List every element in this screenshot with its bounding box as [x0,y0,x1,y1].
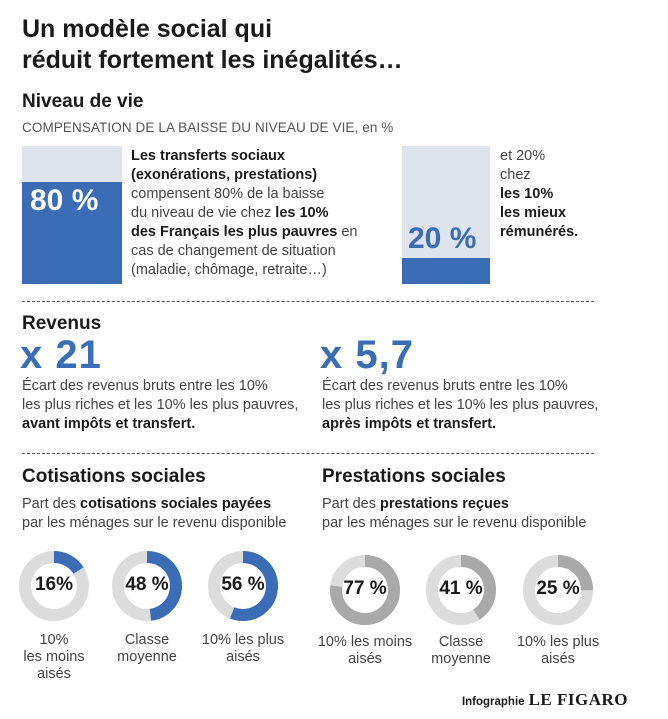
revenus-heading: Revenus [22,313,102,334]
niveau-right-line: chez [500,166,630,185]
prestations-sub-text: Part des [322,496,381,512]
niveau-left-text: compensent 80% de la baisse [131,186,325,202]
revenus-right-line: les plus riches et les 10% les plus pauv… [322,396,632,415]
niveau-right-line: rémunérés. [500,223,630,242]
revenus-left-factor: x 21 [20,333,102,377]
revenus-right-factor: x 5,7 [320,333,414,377]
revenus-right-text: Écart des revenus bruts entre les 10% les… [322,377,632,434]
cotisations-sub-line: par les ménages sur le revenu disponible [22,514,322,533]
niveau-left-line: des Français les plus pauvres en [131,223,381,242]
niveau-left-text: (maladie, chômage, retraite…) [131,262,327,278]
niveau-left-text: Les transferts sociaux [131,148,285,164]
prestations-donut-label: 10% les moins aisés [317,634,413,667]
gauge-poorest-fill [22,181,122,284]
cotisations-donut-value: 48 % [125,574,169,595]
gauge-richest: 20 % [402,146,490,284]
prestations-donut [426,555,496,625]
niveau-left-line: (exonérations, prestations) [131,166,381,185]
gauge-richest-fill [402,258,490,284]
cotisations-donut-value: 56 % [221,574,265,595]
revenus-left-line: les plus riches et les 10% les plus pauv… [22,396,322,415]
cotisations-subtitle: Part des cotisations sociales payées par … [22,495,322,533]
niveau-right-line: les mieux [500,204,630,223]
revenus-left-text: les plus riches et les 10% les plus pauv… [22,397,299,413]
gauge-poorest: 80 % [22,146,122,284]
prestations-donut [330,555,400,625]
revenus-left-line: Écart des revenus bruts entre les 10% [22,377,322,396]
prestations-donut [523,555,593,625]
prestations-sub-line: par les ménages sur le revenu disponible [322,514,632,533]
separator-1 [22,301,594,302]
prestations-donut-label: Classe moyenne [431,634,491,667]
cotisations-sub-text: Part des [22,496,81,512]
cotisations-sub-line: Part des cotisations sociales payées [22,495,322,514]
niveau-left-text: du niveau de vie chez [131,205,276,221]
niveau-right-line: les 10% [500,185,630,204]
revenus-left-text: Écart des revenus bruts entre les 10% [22,378,268,394]
separator-2 [22,453,594,454]
cotisations-donut-slice [208,551,278,621]
niveau-left-text: (exonérations, prestations) [131,167,318,183]
revenus-left-text: avant impôts et transfert. [22,416,196,432]
cotisations-sub-text: par les ménages sur le revenu disponible [22,515,287,531]
prestations-donut-value: 25 % [536,578,580,599]
revenus-left-line: avant impôts et transfert. [22,415,322,434]
cotisations-donut [208,551,278,621]
title-line-2: réduit fortement les inégalités… [22,46,403,74]
niveau-right-line: et 20% [500,147,630,166]
revenus-right-line: après impôts et transfert. [322,415,632,434]
gauge-poorest-label: 80 % [30,184,99,217]
prestations-sub-text: prestations reçues [380,496,509,512]
niveau-left-text: cas de changement de situation [131,243,336,259]
cotisations-sub-text: cotisations sociales payées [80,496,272,512]
footer-label: Infographie [461,696,525,708]
niveau-right-text: les mieux [500,205,567,221]
niveau-right-text: chez [500,167,531,183]
niveau-left-line: cas de changement de situation [131,242,381,261]
cotisations-heading: Cotisations sociales [22,466,206,487]
niveau-left-line: du niveau de vie chez les 10% [131,204,381,223]
niveau-right-text: et 20% chez les 10% les mieux rémunérés. [500,147,630,242]
niveau-right-text: les 10% [500,186,554,202]
prestations-sub-line: Part des prestations reçues [322,495,632,514]
niveau-subtitle: COMPENSATION DE LA BAISSE DU NIVEAU DE V… [22,120,394,135]
prestations-donut-label: 10% les plus aisés [516,634,600,667]
figaro-logo: LE FIGARO [528,690,628,709]
page-title: Un modèle social qui réduit fortement le… [22,14,442,76]
prestations-donut-value: 77 % [343,578,387,599]
niveau-left-text: en [337,224,358,240]
revenus-right-text: Écart des revenus bruts entre les 10% [322,378,568,394]
niveau-left-line: (maladie, chômage, retraite…) [131,261,381,280]
niveau-left-line: Les transferts sociaux [131,147,381,166]
cotisations-donut-slice [112,551,182,621]
gauge-richest-label: 20 % [408,222,477,255]
cotisations-donut [19,551,89,621]
revenus-left-text: Écart des revenus bruts entre les 10% les… [22,377,322,434]
cotisations-donut-value: 16% [34,574,74,595]
prestations-subtitle: Part des prestations reçues par les ménag… [322,495,632,533]
niveau-left-text: des Français les plus pauvres [131,224,338,240]
cotisations-donut-label: 10% les plus aisés [201,632,285,665]
cotisations-donut-slice [19,551,89,621]
prestations-donut-slice [330,555,400,625]
cotisations-donut-label: 10% les moins aisés [23,632,85,682]
niveau-left-text: les 10% [275,205,329,221]
prestations-heading: Prestations sociales [322,466,506,487]
cotisations-donut [112,551,182,621]
prestations-sub-text: par les ménages sur le revenu disponible [322,515,587,531]
niveau-left-text: Les transferts sociaux (exonérations, pre… [131,147,381,280]
revenus-right-text: après impôts et transfert. [322,416,497,432]
niveau-right-text: rémunérés. [500,224,579,240]
prestations-donut-slice [523,555,593,625]
prestations-donut-slice [426,555,496,625]
title-line-1: Un modèle social qui [22,15,273,43]
niveau-right-text: et 20% [500,148,546,164]
revenus-right-line: Écart des revenus bruts entre les 10% [322,377,632,396]
footer-credit: Infographie LE FIGARO [462,690,628,710]
prestations-donut-value: 41 % [439,578,483,599]
niveau-left-line: compensent 80% de la baisse [131,185,381,204]
cotisations-donut-label: Classe moyenne [117,632,177,665]
revenus-right-text: les plus riches et les 10% les plus pauv… [322,397,599,413]
niveau-heading: Niveau de vie [22,91,144,112]
